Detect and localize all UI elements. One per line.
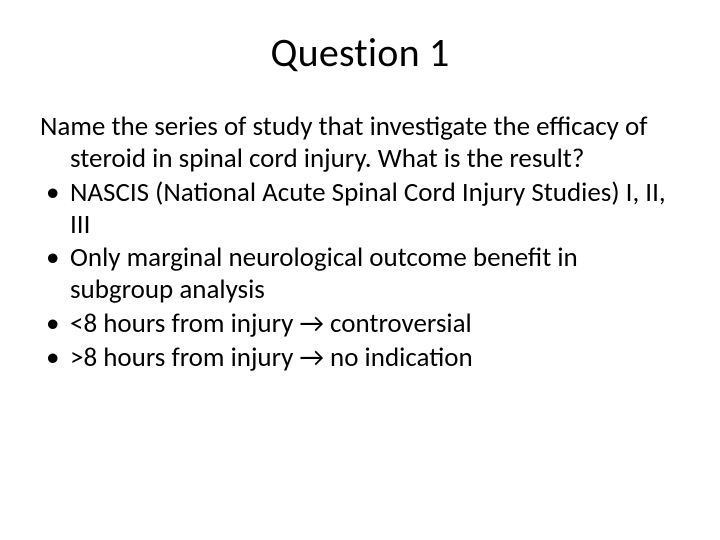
lead-paragraph: Name the series of study that investigat… [40, 111, 680, 175]
slide-title: Question 1 [40, 28, 680, 77]
bullet-list: NASCIS (National Acute Spinal Cord Injur… [40, 177, 680, 374]
list-item: >8 hours from injury → no indication [40, 342, 680, 374]
list-item: <8 hours from injury → controversial [40, 308, 680, 340]
list-item: Only marginal neurological outcome benef… [40, 242, 680, 306]
slide-body: Name the series of study that investigat… [40, 111, 680, 374]
slide: Question 1 Name the series of study that… [0, 0, 720, 540]
list-item: NASCIS (National Acute Spinal Cord Injur… [40, 177, 680, 241]
